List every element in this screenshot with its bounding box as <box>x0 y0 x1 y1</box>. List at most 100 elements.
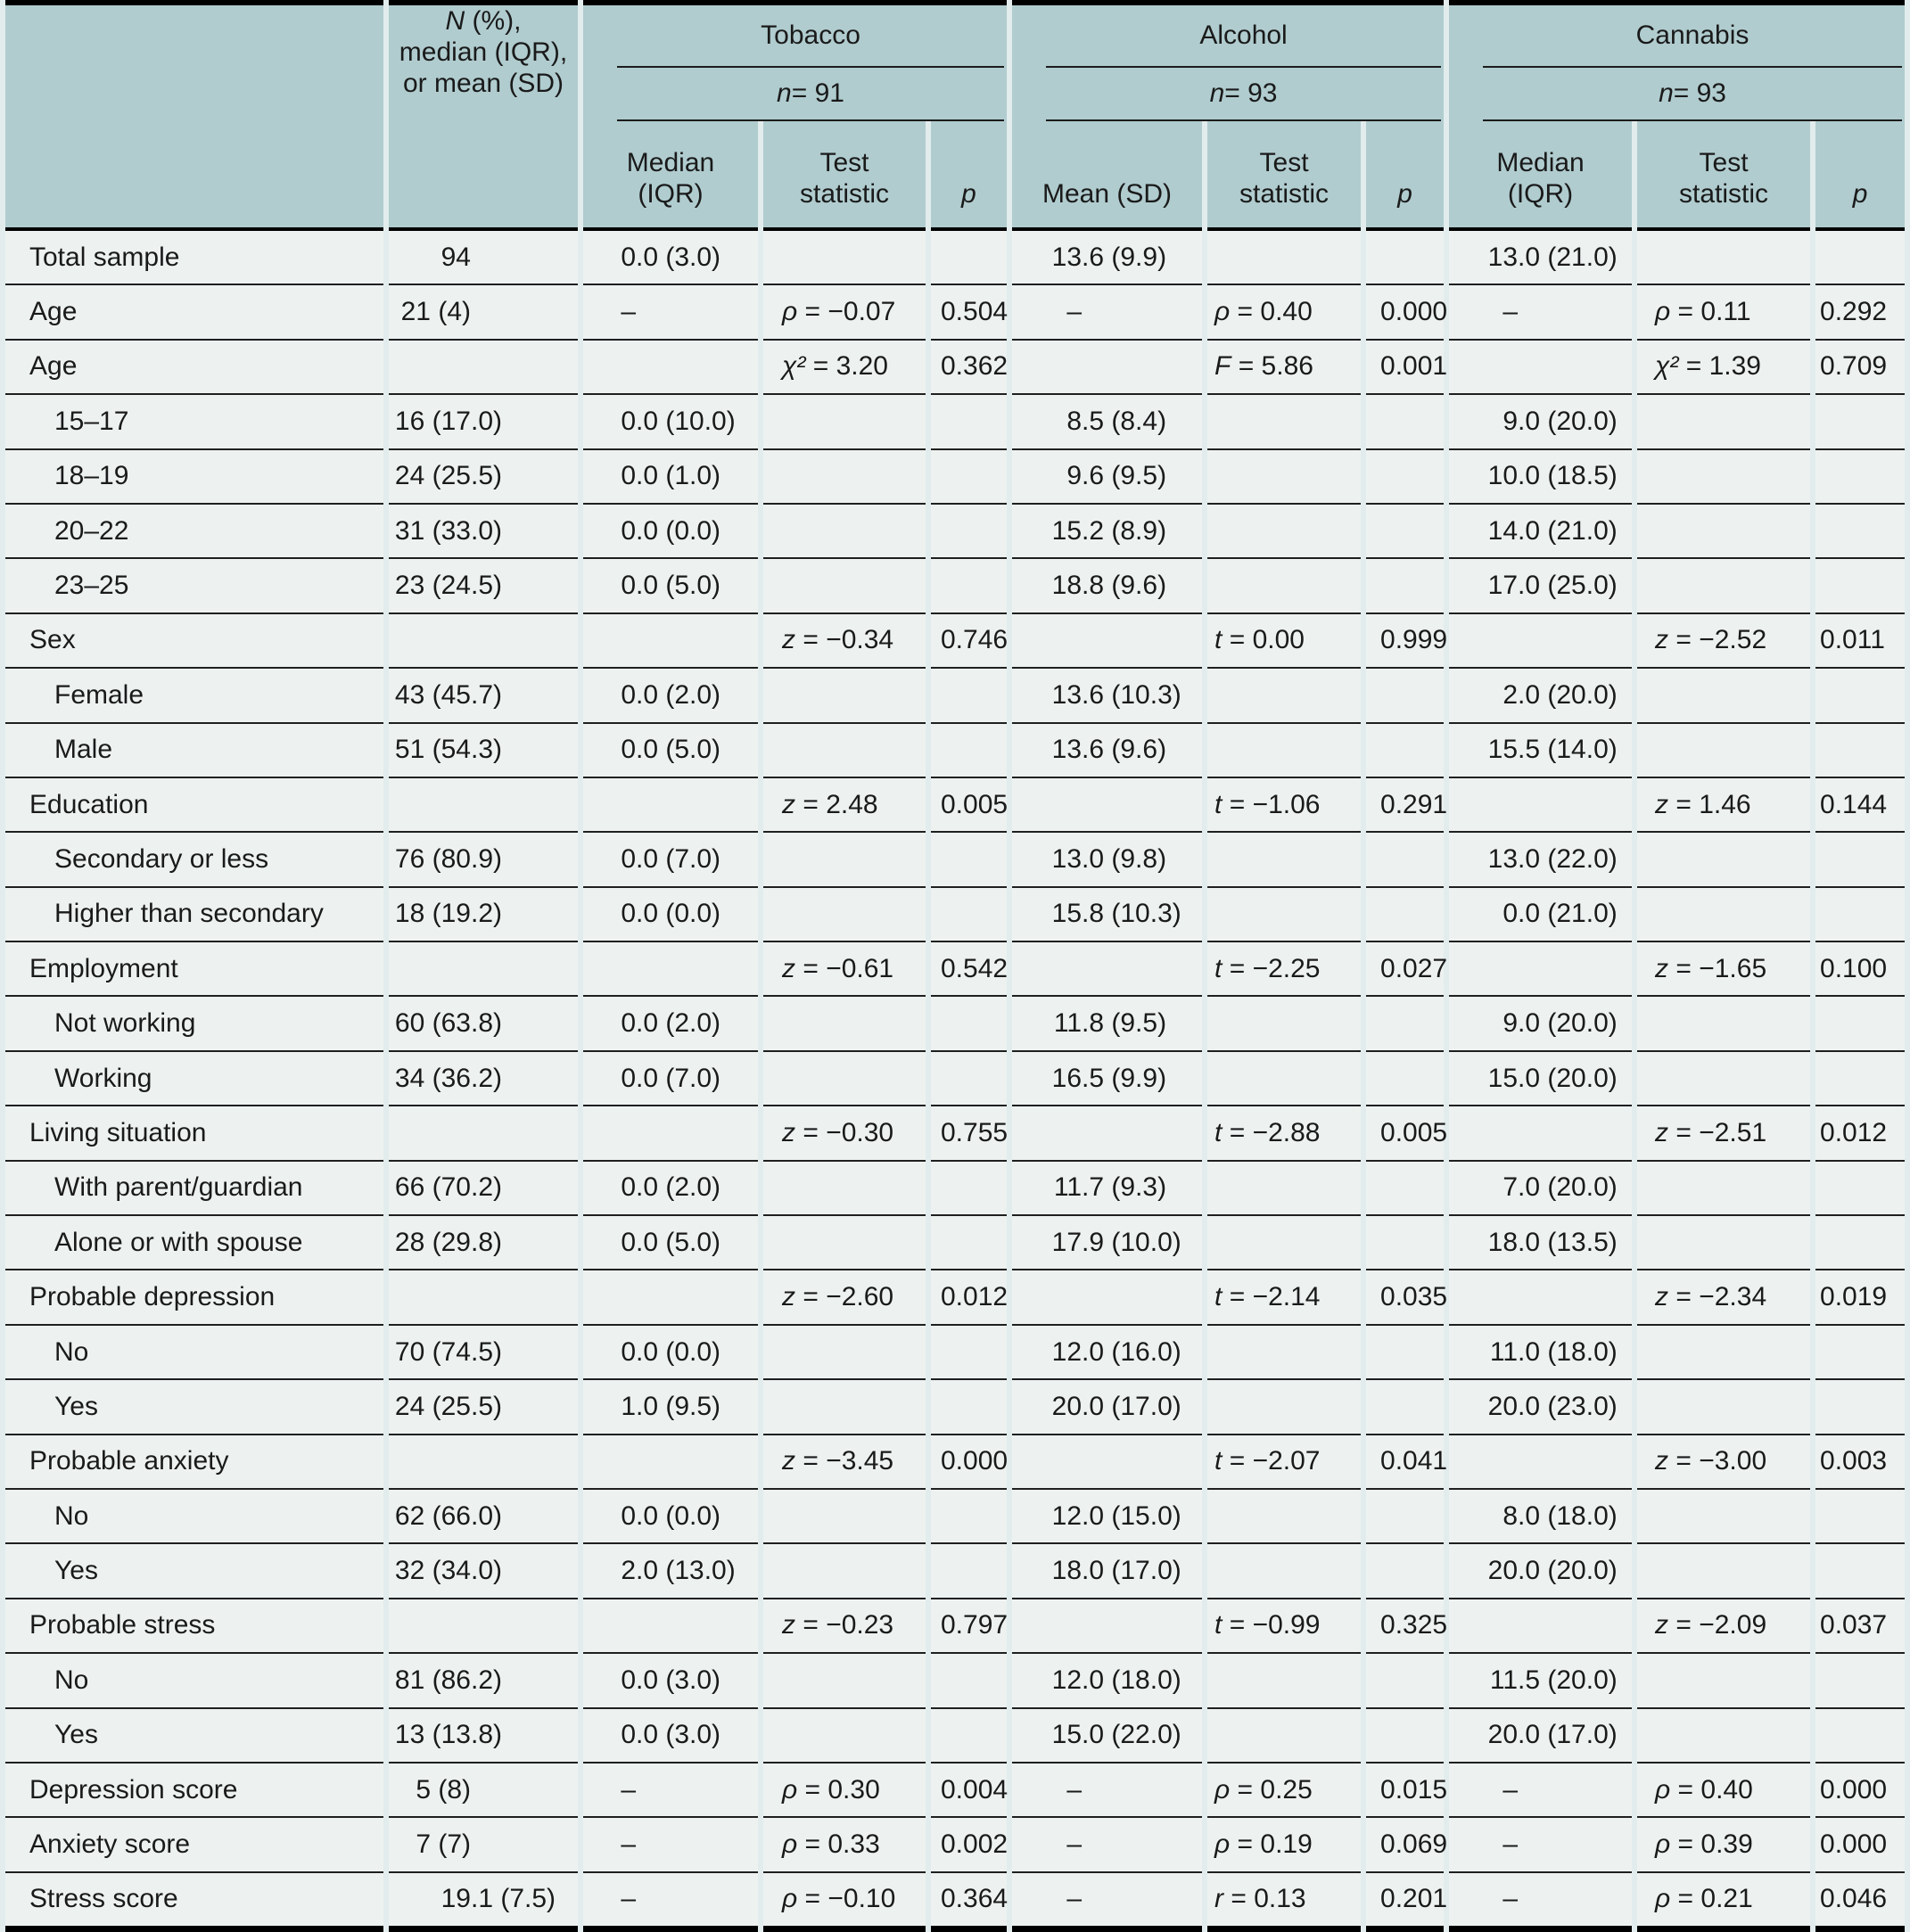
cell-tobacco-test <box>763 1325 926 1381</box>
cell-tobacco-p <box>931 449 1008 505</box>
row-label: No <box>5 1654 383 1709</box>
table-row: 18–19 24 (25.5) 0.0 (1.0) 9.6 (9.5) 10.0 (18… <box>5 449 1906 505</box>
cell-text: 0 <box>621 515 636 546</box>
cell-tobacco-test <box>763 833 926 888</box>
cell-text: .8) <box>471 1008 503 1039</box>
cell-tobacco-test <box>763 231 926 286</box>
cell-tobacco-p <box>931 1380 1008 1435</box>
cell-cannabis-test <box>1637 504 1811 560</box>
cell-n: 24 (25.5) <box>389 1380 578 1435</box>
cell-alcohol-test <box>1207 559 1362 614</box>
cell-text: 13 <box>1051 735 1083 765</box>
cell-cannabis-median: 13.0 (22.0) <box>1449 833 1633 888</box>
cell-text: .5 (8.4) <box>1082 406 1167 436</box>
cell-tobacco-p <box>931 723 1008 778</box>
cell-alcohol-p <box>1366 887 1445 943</box>
row-label: Employment <box>5 942 383 998</box>
cell-cannabis-median: 14.0 (21.0) <box>1449 504 1633 560</box>
cell-text: .2 (8.9) <box>1082 515 1167 546</box>
cell-cannabis-median: 20.0 (20.0) <box>1449 1544 1633 1599</box>
cell-n: 19.1 (7.5) <box>389 1872 578 1932</box>
cell-tobacco-p: 0.542 <box>931 942 1008 998</box>
cell-text: 13 <box>1487 843 1519 874</box>
stat-value: = −1.06 <box>1222 789 1321 819</box>
cell-tobacco-p <box>931 559 1008 614</box>
stat-symbol: z <box>1655 1610 1669 1640</box>
table-row: Anxiety score 7 (7) – ρ = 0.33 0.002– ρ = 0.1… <box>5 1818 1906 1873</box>
stat-symbol: z <box>1655 953 1669 983</box>
cell-text: – <box>1502 1884 1519 1914</box>
cell-text: 18 <box>1051 1556 1083 1586</box>
cell-tobacco-test <box>763 887 926 943</box>
cell-cannabis-test <box>1637 1051 1811 1107</box>
table-row: No 81 (86.2) 0.0 (3.0) 12.0 (18.0) 11.5 (20.… <box>5 1654 1906 1709</box>
cell-cannabis-median <box>1449 1435 1633 1490</box>
cell-alcohol-mean: 8.5 (8.4) <box>1012 395 1203 450</box>
table-row: Age 21 (4) – ρ = −0.07 0.504– ρ = 0.40 0.000– ρ… <box>5 285 1906 341</box>
cell-tobacco-p: 0.002 <box>931 1818 1008 1873</box>
cell-text: 8 <box>1502 1500 1519 1531</box>
cell-text: .0 (20.0) <box>1518 1556 1618 1586</box>
table-row: No 70 (74.5) 0.0 (0.0) 12.0 (16.0) 11.0 (18.… <box>5 1325 1906 1381</box>
stat-value: = 0.13 <box>1223 1884 1306 1914</box>
stat-value: = 0.21 <box>1670 1884 1753 1914</box>
stat-value: = −2.07 <box>1222 1446 1321 1476</box>
cell-tobacco-test <box>763 1489 926 1545</box>
cell-text: .5) <box>471 461 503 491</box>
cell-text: .0 (20.0) <box>1518 679 1618 710</box>
cell-cannabis-median: 15.5 (14.0) <box>1449 723 1633 778</box>
cell-cannabis-test <box>1637 997 1811 1052</box>
cell-tobacco-p <box>931 887 1008 943</box>
cell-cannabis-p <box>1815 1544 1906 1599</box>
cell-alcohol-mean: 18.8 (9.6) <box>1012 559 1203 614</box>
cell-tobacco-test <box>763 1380 926 1435</box>
cannabis-value-header: Median (IQR) <box>1449 121 1633 231</box>
cell-text: .0 (2.0) <box>636 1172 721 1203</box>
cell-cannabis-test <box>1637 1325 1811 1381</box>
cell-tobacco-median: 0.0 (5.0) <box>583 559 758 614</box>
cell-tobacco-test <box>763 1051 926 1107</box>
table-row: Yes 24 (25.5) 1.0 (9.5) 20.0 (17.0) 20.0 (23… <box>5 1380 1906 1435</box>
row-label: Total sample <box>5 231 383 286</box>
cell-cannabis-p <box>1815 997 1906 1052</box>
cell-text: – <box>1066 1829 1083 1860</box>
cell-text: 0 <box>621 1720 636 1750</box>
cell-text: .6 (9.9) <box>1082 242 1167 272</box>
stat-value: = 1.39 <box>1678 351 1761 382</box>
stat-value: = −2.25 <box>1222 953 1321 983</box>
cell-tobacco-median <box>583 1435 758 1490</box>
cell-tobacco-p <box>931 504 1008 560</box>
cell-n: 13 (13.8) <box>389 1708 578 1763</box>
cell-text: .0 (7.0) <box>636 843 721 874</box>
cell-tobacco-p <box>931 231 1008 286</box>
cell-cannabis-median: 9.0 (20.0) <box>1449 395 1633 450</box>
cell-text: 8 <box>1066 406 1083 436</box>
stat-symbol: z <box>782 789 795 819</box>
tobacco-p-header: p <box>931 121 1008 231</box>
cell-text: .8 (10.3) <box>1082 899 1181 929</box>
cell-text: 16 (17 <box>394 406 471 436</box>
group-header-alcohol: Alcohol <box>1012 0 1445 68</box>
cell-text: 11 <box>1053 1172 1083 1203</box>
row-label: 15–17 <box>5 395 383 450</box>
cell-n: 7 (7) <box>389 1818 578 1873</box>
stat-symbol: ρ <box>782 1829 798 1860</box>
cell-cannabis-p <box>1815 504 1906 560</box>
cell-tobacco-test <box>763 1544 926 1599</box>
cell-n: 21 (4) <box>389 285 578 341</box>
cell-text: – <box>1502 1774 1519 1805</box>
cell-text: – <box>1066 1884 1083 1914</box>
stat-value: = 0.39 <box>1670 1829 1753 1860</box>
cell-text: 20 <box>1487 1391 1519 1421</box>
cell-text: .0 (2.0) <box>636 1008 721 1039</box>
stat-symbol: t <box>1214 789 1223 819</box>
cell-alcohol-mean: 9.6 (9.5) <box>1012 449 1203 505</box>
cell-text: .0 (9.5) <box>636 1391 721 1421</box>
cell-text: 0 <box>621 461 636 491</box>
sample-size: n = 91 <box>617 68 1005 121</box>
cell-text: 66 (70 <box>394 1172 471 1203</box>
cell-alcohol-mean <box>1012 1435 1203 1490</box>
cell-tobacco-median: 0.0 (0.0) <box>583 887 758 943</box>
cell-tobacco-p <box>931 1051 1008 1107</box>
cell-text: .0 (2.0) <box>636 679 721 710</box>
